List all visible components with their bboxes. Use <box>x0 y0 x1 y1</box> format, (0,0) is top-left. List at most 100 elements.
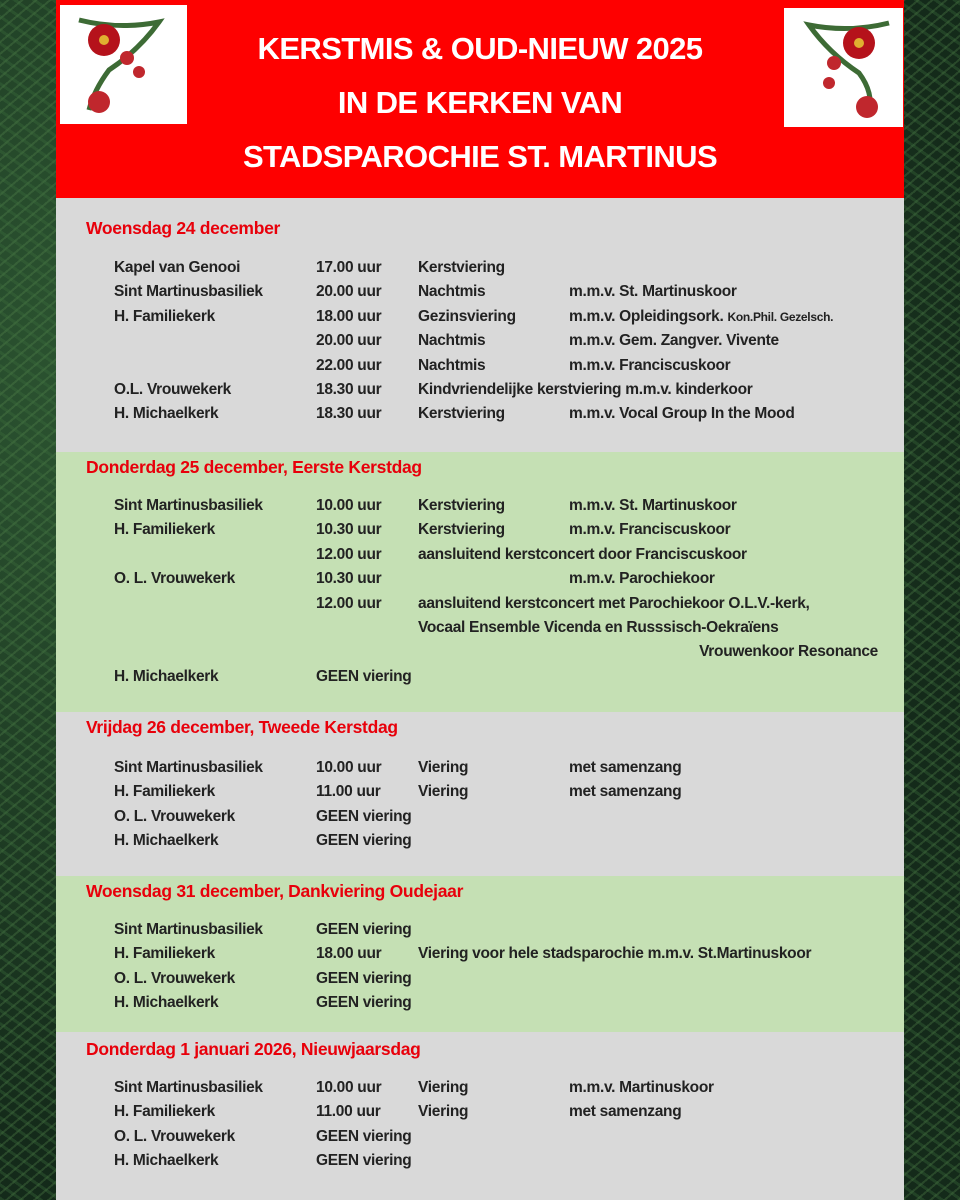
schedule-row: O.L. Vrouwekerk 18.30 uur Kindvriendelijke… <box>56 381 904 405</box>
service-details: m.m.v. St. Martinuskoor <box>569 283 737 301</box>
service-details: m.m.v. Martinuskoor <box>569 1079 714 1096</box>
day-section: Woensdag 31 december, Dankviering Oudeja… <box>56 876 904 1032</box>
schedule-row: O. L. Vrouwekerk 10.30 uur m.m.v. Parochie… <box>56 570 904 594</box>
day-section: Donderdag 1 januari 2026, Nieuwjaarsdag S… <box>56 1032 904 1200</box>
title-line: IN DE KERKEN VAN <box>337 85 623 120</box>
service-time: 10.30 uur <box>316 521 382 539</box>
poinsettia-ornament-icon <box>60 5 187 124</box>
day-heading: Donderdag 25 december, Eerste Kerstdag <box>86 457 422 477</box>
schedule-row: 12.00 uur aansluitend kerstconcert met Pa… <box>56 595 904 619</box>
service-details: met samenzang <box>569 759 682 776</box>
poster-title: KERSTMIS & OUD-NIEUW 2025 IN DE KERKEN V… <box>56 22 904 184</box>
church-name: H. Michaelkerk <box>114 667 219 685</box>
service-type: Viering <box>418 1103 469 1121</box>
day-heading: Donderdag 1 januari 2026, Nieuwjaarsdag <box>86 1039 421 1059</box>
service-time: 11.00 uur <box>316 1103 381 1121</box>
service-time: GEEN viering <box>316 832 412 850</box>
church-name: Sint Martinusbasiliek <box>114 1079 263 1096</box>
church-name: O. L. Vrouwekerk <box>114 969 235 987</box>
service-time: 10.00 uur <box>316 759 382 776</box>
service-details: m.m.v. Parochiekoor <box>569 570 715 588</box>
title-line: KERSTMIS & OUD-NIEUW 2025 <box>257 31 704 66</box>
service-time: GEEN viering <box>316 994 412 1012</box>
service-type: Viering voor hele stadsparochie m.m.v. S… <box>418 945 812 963</box>
service-type: Kerstviering <box>418 521 505 539</box>
poster-header: KERSTMIS & OUD-NIEUW 2025 IN DE KERKEN V… <box>56 0 904 198</box>
day-heading: Woensdag 24 december <box>86 218 281 238</box>
church-name: O. L. Vrouwekerk <box>114 807 235 825</box>
schedule-row: 22.00 uur Nachtmis m.m.v. Franciscuskoor <box>56 357 904 381</box>
schedule-row: 20.00 uur Nachtmis m.m.v. Gem. Zangver. Vi… <box>56 332 904 356</box>
church-name: Sint Martinusbasiliek <box>114 921 263 938</box>
service-time: GEEN viering <box>316 1152 412 1170</box>
service-type: Nachtmis <box>418 332 486 350</box>
church-name: H. Familiekerk <box>114 945 215 963</box>
service-details: met samenzang <box>569 783 682 801</box>
service-type: Kerstviering <box>418 405 505 423</box>
service-details-note: Kon.Phil. Gezelsch. <box>727 309 834 324</box>
schedule-row: Sint Martinusbasiliek 20.00 uur Nachtmis m.… <box>56 283 904 307</box>
service-type: Kerstviering <box>418 259 505 276</box>
schedule-row: Vrouwenkoor Resonance <box>56 643 904 667</box>
service-time: 18.30 uur <box>316 381 382 398</box>
service-time: GEEN viering <box>316 667 412 685</box>
service-time: 18.00 uur <box>316 307 382 325</box>
service-details: m.m.v. Franciscuskoor <box>569 521 731 539</box>
service-time: 22.00 uur <box>316 356 382 374</box>
service-type: Nachtmis <box>418 283 486 301</box>
church-name: H. Familiekerk <box>114 783 215 801</box>
service-time: GEEN viering <box>316 807 412 825</box>
service-time: 17.00 uur <box>316 259 382 276</box>
schedule-row: Sint Martinusbasiliek 10.00 uur Viering met… <box>56 759 904 783</box>
service-time: 20.00 uur <box>316 283 382 301</box>
service-time: GEEN viering <box>316 969 412 987</box>
service-details-continued: Vrouwenkoor Resonance <box>699 643 878 661</box>
church-name: Sint Martinusbasiliek <box>114 759 263 776</box>
service-details: m.m.v. Gem. Zangver. Vivente <box>569 332 779 350</box>
schedule-row: H. Familiekerk 18.00 uur Viering voor hele… <box>56 945 904 969</box>
service-type: aansluitend kerstconcert met Parochiekoo… <box>418 594 810 612</box>
schedule-row: O. L. Vrouwekerk GEEN viering <box>56 970 904 994</box>
schedule-row: Sint Martinusbasiliek 10.00 uur Kerstvieri… <box>56 497 904 521</box>
service-type: Kindvriendelijke kerstviering m.m.v. kin… <box>418 381 753 398</box>
church-name: O. L. Vrouwekerk <box>114 1127 235 1145</box>
schedule-row: H. Familiekerk 11.00 uur Viering met samenz… <box>56 783 904 807</box>
service-type: Viering <box>418 759 469 776</box>
church-name: O.L. Vrouwekerk <box>114 381 231 398</box>
service-time: 12.00 uur <box>316 594 382 612</box>
schedule-row: Sint Martinusbasiliek GEEN viering <box>56 921 904 945</box>
church-name: H. Michaelkerk <box>114 832 219 850</box>
service-type: Vocaal Ensemble Vicenda en Russsisch-Oek… <box>418 619 779 636</box>
service-time: GEEN viering <box>316 1127 412 1145</box>
day-heading: Woensdag 31 december, Dankviering Oudeja… <box>86 881 464 901</box>
church-name: Kapel van Genooi <box>114 259 241 276</box>
service-type: Gezinsviering <box>418 307 516 325</box>
service-time: 20.00 uur <box>316 332 382 350</box>
church-name: H. Michaelkerk <box>114 1152 219 1170</box>
title-line: STADSPAROCHIE ST. MARTINUS <box>242 139 718 174</box>
service-details: m.m.v. St. Martinuskoor <box>569 497 737 514</box>
church-name: H. Familiekerk <box>114 1103 215 1121</box>
church-name: H. Michaelkerk <box>114 405 219 423</box>
service-details: met samenzang <box>569 1103 682 1121</box>
schedule-row: H. Michaelkerk GEEN viering <box>56 832 904 856</box>
schedule-row: H. Familiekerk 18.00 uur Gezinsviering m.m.… <box>56 308 904 332</box>
service-type: Kerstviering <box>418 497 505 514</box>
church-name: Sint Martinusbasiliek <box>114 283 263 301</box>
church-name: H. Familiekerk <box>114 307 215 325</box>
church-name: O. L. Vrouwekerk <box>114 570 235 588</box>
schedule-row: 12.00 uur aansluitend kerstconcert door F… <box>56 546 904 570</box>
service-details: m.m.v. Franciscuskoor <box>569 356 731 374</box>
day-heading: Vrijdag 26 december, Tweede Kerstdag <box>86 717 398 737</box>
day-section: Woensdag 24 december Kapel van Genooi 17.0… <box>56 198 904 452</box>
church-name: H. Michaelkerk <box>114 994 219 1012</box>
service-time: 11.00 uur <box>316 783 381 801</box>
schedule-row: H. Michaelkerk GEEN viering <box>56 994 904 1018</box>
poinsettia-ornament-icon <box>784 8 903 127</box>
schedule-row: Kapel van Genooi 17.00 uur Kerstviering <box>56 259 904 283</box>
service-type: aansluitend kerstconcert door Franciscus… <box>418 545 747 563</box>
service-type: Viering <box>418 783 469 801</box>
poster: KERSTMIS & OUD-NIEUW 2025 IN DE KERKEN V… <box>56 0 904 1200</box>
day-section: Vrijdag 26 december, Tweede Kerstdag Sint… <box>56 712 904 876</box>
service-time: 10.00 uur <box>316 497 382 514</box>
